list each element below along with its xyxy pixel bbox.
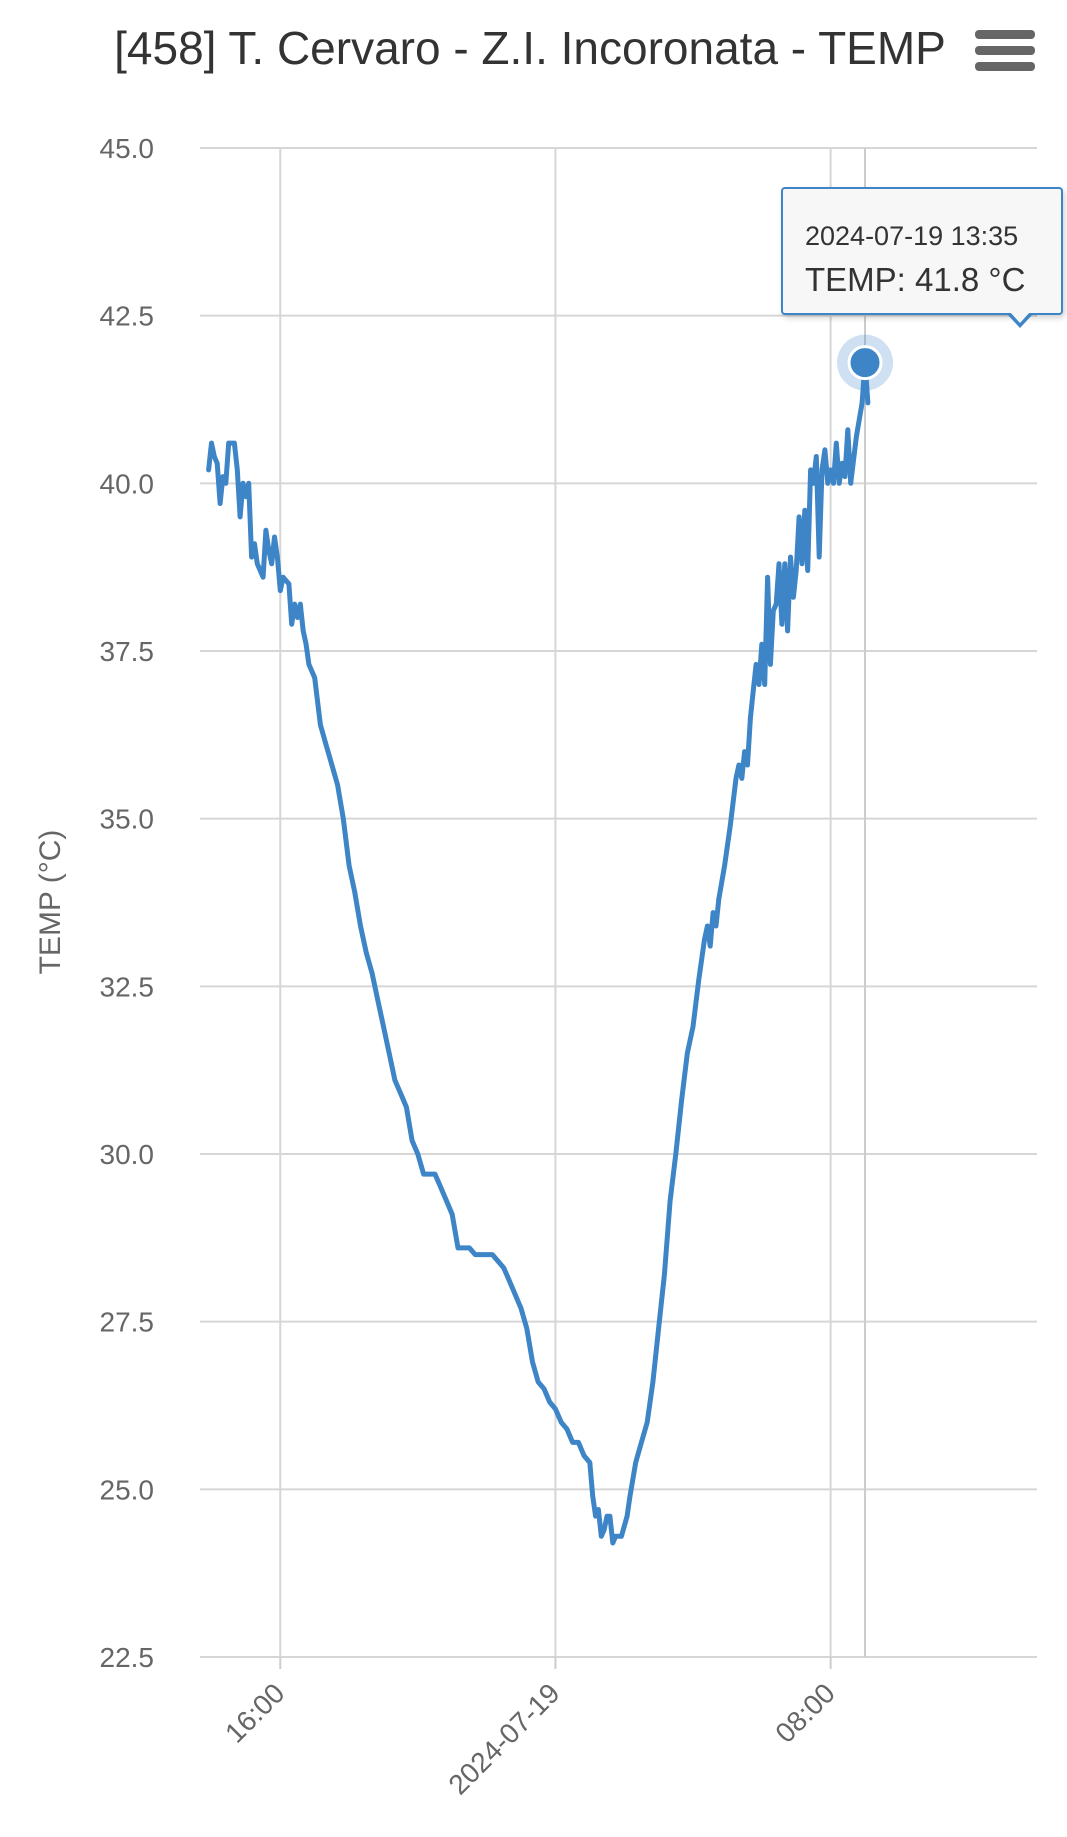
tooltip-arrow-inner <box>1010 312 1030 323</box>
tooltip: 2024-07-19 13:35 TEMP: 41.8 °C <box>781 187 1063 315</box>
x-tick-label: 16:00 <box>219 1677 290 1748</box>
y-tick-label: 42.5 <box>100 301 155 332</box>
hamburger-icon-bar <box>975 46 1035 55</box>
hamburger-icon-bar <box>975 62 1035 71</box>
hamburger-icon-bar <box>975 30 1035 39</box>
x-tick-label: 08:00 <box>769 1677 840 1748</box>
tooltip-value: TEMP: 41.8 °C <box>805 261 1026 298</box>
y-tick-label: 32.5 <box>100 971 155 1002</box>
series-line[interactable] <box>206 360 871 1546</box>
y-axis-title: TEMP (°C) <box>34 830 67 975</box>
y-tick-label: 22.5 <box>100 1642 155 1673</box>
y-tick-label: 30.0 <box>100 1139 155 1170</box>
menu-button[interactable] <box>975 30 1035 84</box>
x-tick-label: 2024-07-19 <box>442 1677 565 1800</box>
y-tick-label: 25.0 <box>100 1474 155 1505</box>
hover-point[interactable] <box>847 345 883 381</box>
tooltip-date: 2024-07-19 13:35 <box>805 221 1019 251</box>
y-tick-label: 27.5 <box>100 1307 155 1338</box>
y-tick-label: 40.0 <box>100 468 155 499</box>
y-tick-label: 45.0 <box>100 133 155 164</box>
chart-title: [458] T. Cervaro - Z.I. Incoronata - TEM… <box>114 22 946 74</box>
y-tick-label: 37.5 <box>100 636 155 667</box>
y-tick-label: 35.0 <box>100 804 155 835</box>
